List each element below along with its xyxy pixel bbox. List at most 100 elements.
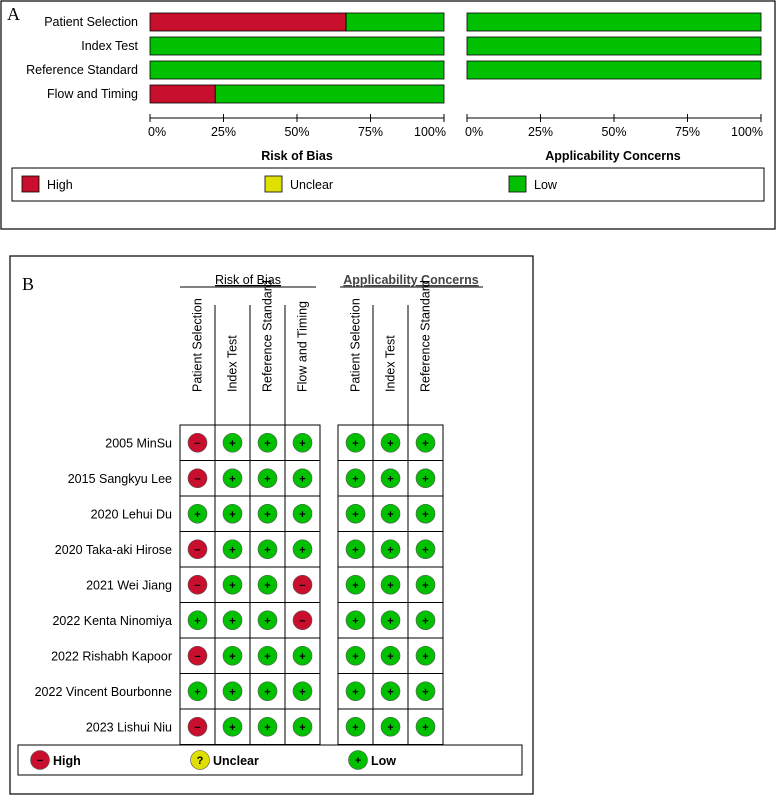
x-tick-label: 0%	[148, 125, 166, 139]
category-label-index-test: Index Test	[81, 39, 138, 53]
judgement-circle	[380, 503, 401, 524]
x-tick-label: 50%	[284, 125, 309, 139]
ac-index-test-2022-kenta-ninomiya: +	[380, 610, 401, 631]
rob-flow-and-timing-2020-lehui-du: +	[292, 503, 313, 524]
rob-reference-standard-2022-vincent-bourbonne: +	[257, 681, 278, 702]
judgement-circle	[187, 468, 208, 489]
judgement-circle	[380, 468, 401, 489]
judgement-symbol: +	[352, 615, 358, 627]
rob-flow-and-timing-2022-rishabh-kapoor: +	[292, 645, 313, 666]
study-label-2022-rishabh-kapoor: 2022 Rishabh Kapoor	[51, 649, 172, 663]
rob-index-test-2015-sangkyu-lee: +	[222, 468, 243, 489]
panel-a-frame	[0, 0, 776, 230]
bar-high-flow-and-timing	[149, 84, 216, 104]
judgement-symbol: +	[264, 651, 270, 663]
x-tick-label: 25%	[211, 125, 236, 139]
panel-a: A Patient Selection Index Test Reference S…	[0, 0, 776, 230]
category-label-reference-standard: Reference Standard	[26, 63, 138, 77]
rob-patient-selection-2020-taka-aki-hirose: −	[187, 539, 208, 560]
legend-label-low: Low	[371, 754, 396, 768]
rob-index-test-2022-kenta-ninomiya: +	[222, 610, 243, 631]
judgement-circle	[187, 432, 208, 453]
judgement-circle	[380, 681, 401, 702]
ac-patient-selection-2015-sangkyu-lee: +	[345, 468, 366, 489]
judgement-symbol: +	[229, 438, 235, 450]
bar-low-reference-standard	[149, 60, 445, 80]
judgement-symbol: +	[387, 651, 393, 663]
ac-patient-selection-2021-wei-jiang: +	[345, 574, 366, 595]
judgement-circle	[380, 574, 401, 595]
category-labels: Patient Selection Index Test Reference Sta…	[26, 15, 138, 101]
judgement-symbol: −	[194, 438, 200, 450]
judgement-circle	[345, 610, 366, 631]
judgement-symbol: +	[352, 651, 358, 663]
judgement-circle	[187, 574, 208, 595]
study-label-2022-vincent-bourbonne: 2022 Vincent Bourbonne	[35, 685, 172, 699]
judgement-symbol: +	[387, 544, 393, 556]
legend-swatch-high	[21, 175, 40, 193]
bar-low-patient-selection	[345, 12, 445, 32]
judgement-symbol: +	[264, 438, 270, 450]
judgement-circle	[292, 503, 313, 524]
legend-label-unclear: Unclear	[290, 178, 333, 192]
judgement-symbol: +	[352, 438, 358, 450]
ac-index-test-2021-wei-jiang: +	[380, 574, 401, 595]
judgement-symbol: +	[422, 722, 428, 734]
judgement-symbol: +	[387, 438, 393, 450]
judgement-symbol: +	[422, 544, 428, 556]
judgement-symbol: −	[194, 722, 200, 734]
column-label-patient-selection: Patient Selection	[349, 298, 363, 392]
judgement-symbol: +	[352, 509, 358, 521]
ac-patient-selection-2022-kenta-ninomiya: +	[345, 610, 366, 631]
judgement-symbol: +	[352, 686, 358, 698]
judgement-circle	[257, 716, 278, 737]
rob-patient-selection-2022-kenta-ninomiya: +	[187, 610, 208, 631]
rob-flow-and-timing-2023-lishui-niu: +	[292, 716, 313, 737]
judgement-circle	[187, 645, 208, 666]
ac-reference-standard-2005-minsu: +	[415, 432, 436, 453]
judgement-symbol: +	[229, 509, 235, 521]
rob-flow-and-timing-2015-sangkyu-lee: +	[292, 468, 313, 489]
judgement-circle	[345, 539, 366, 560]
judgement-circle	[187, 716, 208, 737]
ac-index-test-2020-taka-aki-hirose: +	[380, 539, 401, 560]
rob-flow-and-timing-2021-wei-jiang: −	[292, 574, 313, 595]
judgement-circle	[415, 503, 436, 524]
judgement-symbol: +	[229, 544, 235, 556]
judgement-circle	[292, 681, 313, 702]
rob-index-test-2022-rishabh-kapoor: +	[222, 645, 243, 666]
rob-index-test-2023-lishui-niu: +	[222, 716, 243, 737]
legend-swatch-low	[508, 175, 527, 193]
judgement-circle	[345, 468, 366, 489]
ac-reference-standard-2022-vincent-bourbonne: +	[415, 681, 436, 702]
rob-flow-and-timing-2005-minsu: +	[292, 432, 313, 453]
judgement-symbol: +	[352, 722, 358, 734]
judgement-circle	[292, 539, 313, 560]
column-label-reference-standard: Reference Standard	[261, 280, 275, 392]
rob-patient-selection-2021-wei-jiang: −	[187, 574, 208, 595]
rob-patient-selection-2015-sangkyu-lee: −	[187, 468, 208, 489]
x-tick-label: 100%	[731, 125, 763, 139]
ac-reference-standard-2015-sangkyu-lee: +	[415, 468, 436, 489]
judgement-circle	[345, 681, 366, 702]
judgement-symbol: +	[229, 615, 235, 627]
column-label-patient-selection: Patient Selection	[191, 298, 205, 392]
judgement-grid: − + + + + + + − + + + + + + + + + + + + + − + + + + + + − + + − + + + + + + − +…	[179, 424, 444, 745]
judgement-symbol: +	[299, 438, 305, 450]
judgement-symbol: +	[422, 651, 428, 663]
judgement-circle	[222, 645, 243, 666]
bar-high-patient-selection	[149, 12, 347, 32]
judgement-symbol: +	[229, 473, 235, 485]
judgement-circle	[415, 645, 436, 666]
study-label-2023-lishui-niu: 2023 Lishui Niu	[86, 720, 172, 734]
study-label-2022-kenta-ninomiya: 2022 Kenta Ninomiya	[52, 614, 172, 628]
legend-dot-low: +	[348, 750, 368, 770]
column-labels: Patient Selection Index Test Reference Sta…	[191, 280, 433, 425]
judgement-symbol: +	[194, 615, 200, 627]
rob-index-test-2021-wei-jiang: +	[222, 574, 243, 595]
judgement-circle	[380, 716, 401, 737]
applicability-concerns-header: Applicability Concerns	[343, 273, 478, 287]
legend-frame	[17, 744, 523, 776]
rob-reference-standard-2005-minsu: +	[257, 432, 278, 453]
